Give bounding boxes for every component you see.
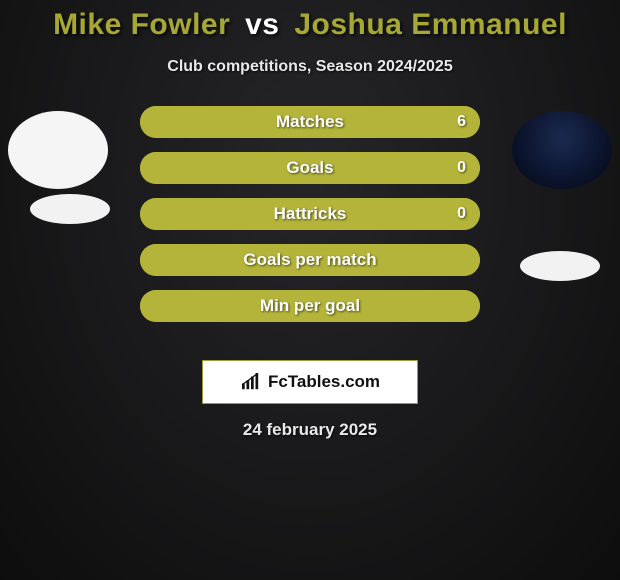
stat-bar-label: Goals per match [243,250,376,270]
subtitle: Club competitions, Season 2024/2025 [0,58,620,76]
stats-area: Matches 6 Goals 0 Hattricks 0 Goals per match M… [0,114,620,354]
stat-bar-label: Hattricks [274,204,347,224]
branding-main: Tables [288,372,341,391]
branding-suffix: .com [340,372,380,391]
stat-bar-label: Matches [276,112,344,132]
avatar-player2-placeholder [512,111,612,189]
branding-badge: FcTables.com [202,360,418,404]
title-vs: vs [245,8,279,41]
club-badge-player1 [30,194,110,224]
stat-bar: Matches 6 [140,106,480,138]
content-root: Mike Fowler vs Joshua Emmanuel Club comp… [0,0,620,440]
stat-bar-value-right: 0 [457,159,466,177]
stat-bar: Goals 0 [140,152,480,184]
branding-text: FcTables.com [268,372,380,392]
date-stamp: 24 february 2025 [0,420,620,440]
page-title: Mike Fowler vs Joshua Emmanuel [0,8,620,42]
avatar-player2 [512,111,612,189]
avatar-player1 [8,111,108,189]
stat-bar-label: Goals [286,158,333,178]
stat-bar: Goals per match [140,244,480,276]
title-player1: Mike Fowler [53,8,230,41]
stat-bar: Min per goal [140,290,480,322]
title-player2: Joshua Emmanuel [294,8,567,41]
branding-prefix: Fc [268,372,288,391]
chart-icon [240,373,262,391]
club-badge-player2 [520,251,600,281]
avatar-player1-placeholder [8,111,108,189]
stat-bar-value-right: 6 [457,113,466,131]
stat-bar: Hattricks 0 [140,198,480,230]
stat-bar-value-right: 0 [457,205,466,223]
stat-bars: Matches 6 Goals 0 Hattricks 0 Goals per match M… [140,106,480,336]
stat-bar-label: Min per goal [260,296,360,316]
